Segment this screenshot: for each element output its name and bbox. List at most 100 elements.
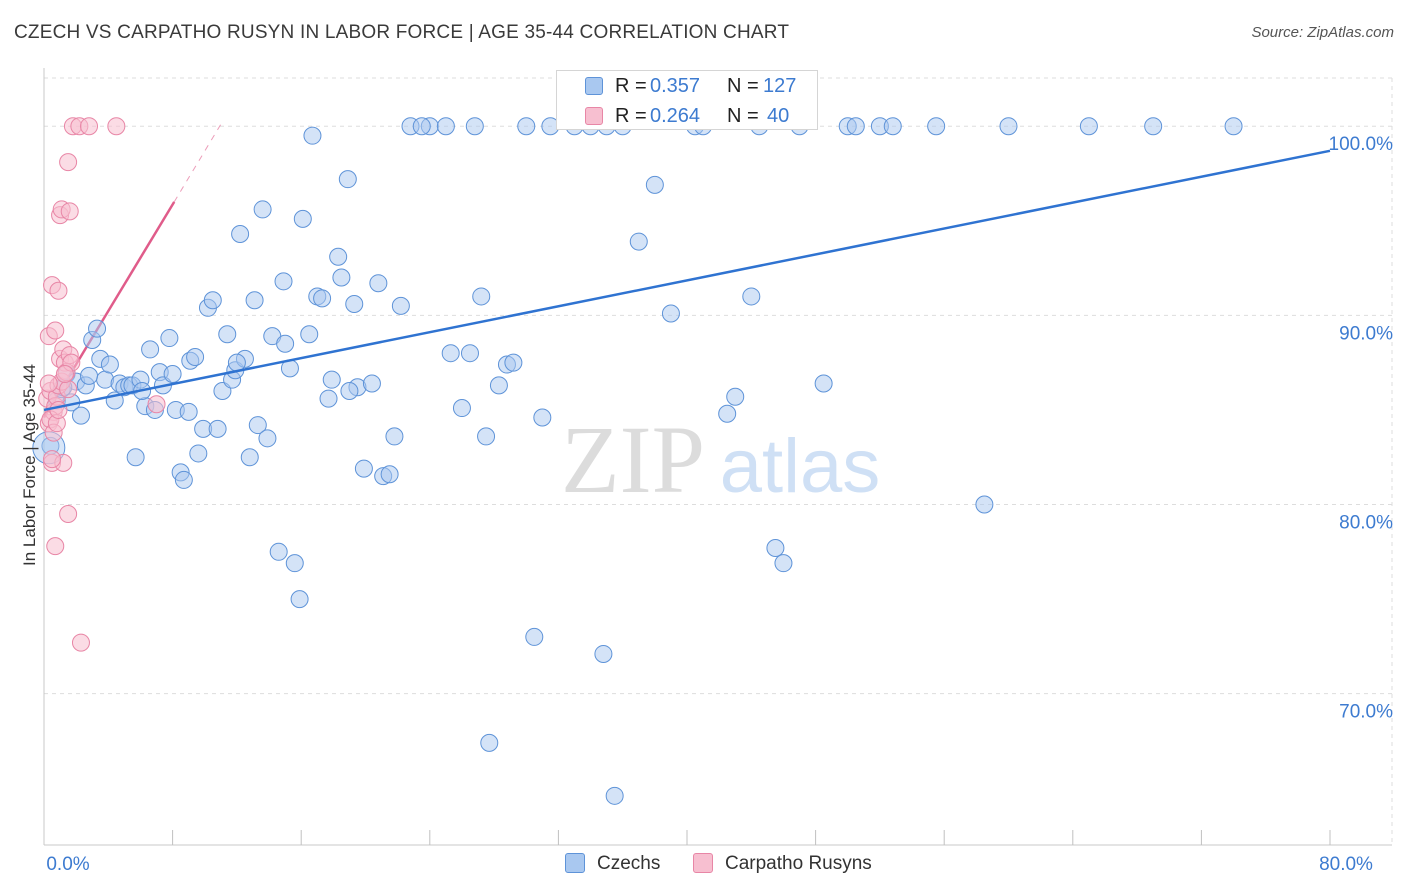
rusyn-point <box>107 117 126 136</box>
czech-point <box>362 374 381 393</box>
czech-legend-swatch <box>565 853 585 873</box>
czech-point <box>629 232 648 251</box>
watermark-atlas: atlas <box>720 424 881 509</box>
czech-point <box>380 465 399 484</box>
czech-point <box>248 416 267 435</box>
czech-point <box>477 427 496 446</box>
chart-source: Source: ZipAtlas.com <box>1251 24 1394 41</box>
czech-point <box>100 355 119 374</box>
y-axis-title: In Labor Force | Age 35-44 <box>20 364 39 566</box>
czech-point <box>605 786 624 805</box>
czech-point <box>766 539 785 558</box>
czech-point <box>504 353 523 372</box>
r-label: R = <box>615 105 647 127</box>
czech-point <box>718 404 737 423</box>
y-tick-label: 90.0% <box>1339 323 1393 344</box>
czech-point <box>594 644 613 663</box>
czech-point <box>489 376 508 395</box>
r-label: R = <box>615 75 647 97</box>
czech-legend-label: Czechs <box>597 853 661 874</box>
czech-point <box>329 247 348 266</box>
rusyn-point <box>71 633 90 652</box>
rusyn-trend-extension <box>173 124 222 203</box>
czech-point <box>975 495 994 514</box>
czech-point <box>179 402 198 421</box>
rusyn-point <box>55 365 74 383</box>
stats-legend-row-czechs: R = 0.357 N = 127 <box>557 71 819 101</box>
czech-point <box>1079 117 1098 136</box>
czech-point <box>160 329 179 348</box>
czech-point <box>472 287 491 306</box>
czech-point <box>269 542 288 561</box>
czech-point <box>303 126 322 145</box>
rusyn-point <box>46 537 65 556</box>
czech-point <box>465 117 484 136</box>
rusyn-point <box>43 450 62 469</box>
rusyn-legend-swatch <box>693 853 713 873</box>
czech-point <box>412 117 431 136</box>
czech-point <box>240 448 259 467</box>
rusyn-point <box>59 153 78 172</box>
rusyn-point <box>60 202 79 221</box>
czech-point <box>338 170 357 189</box>
rusyn-point <box>49 400 68 419</box>
czech-trend-layer <box>43 149 1331 412</box>
czech-trend-line <box>43 149 1331 412</box>
rusyn-legend-label: Carpatho Rusyns <box>725 853 872 874</box>
czech-point <box>774 554 793 573</box>
tick-label-layer: 70.0% 80.0% 90.0% 100.0% 0.0% 80.0% <box>46 134 1393 875</box>
czech-point <box>369 274 388 293</box>
czech-point <box>1144 117 1163 136</box>
czech-point <box>258 429 277 448</box>
czech-point <box>126 448 145 467</box>
watermark-zip: ZIP <box>561 406 705 513</box>
czech-point <box>742 287 761 306</box>
czech-point <box>846 117 865 136</box>
rusyn-point <box>80 117 99 136</box>
czech-point <box>285 554 304 573</box>
czech-point <box>345 295 364 314</box>
czech-point <box>661 304 680 323</box>
czech-point <box>340 382 359 401</box>
czech-point <box>218 325 237 344</box>
czech-point <box>290 590 309 609</box>
rusyn-swatch <box>585 107 603 125</box>
rusyn-point <box>147 395 166 414</box>
czech-point <box>645 175 664 194</box>
rusyn-point <box>59 380 78 399</box>
czech-point <box>203 291 222 310</box>
czech-point <box>814 374 833 393</box>
czech-point <box>332 268 351 287</box>
r-value: 0.264 <box>650 105 701 127</box>
czech-point <box>274 272 293 291</box>
czech-point <box>460 344 479 363</box>
czech-point <box>163 365 182 383</box>
rusyn-point <box>49 281 68 300</box>
rusyn-point <box>39 374 58 393</box>
y-tick-label: 100.0% <box>1329 134 1394 155</box>
czech-point <box>999 117 1018 136</box>
chart-title: CZECH VS CARPATHO RUSYN IN LABOR FORCE |… <box>14 22 790 43</box>
x-tick-label: 0.0% <box>46 854 89 875</box>
czech-point <box>1224 117 1243 136</box>
czech-swatch <box>585 77 603 95</box>
x-tick-label: 80.0% <box>1319 854 1373 875</box>
czech-point <box>525 627 544 646</box>
czech-point <box>927 117 946 136</box>
r-value: 0.357 <box>650 75 701 97</box>
czech-point <box>391 296 410 315</box>
stats-legend-row-rusyns: R = 0.264 N = 40 <box>557 101 819 131</box>
czech-point <box>141 340 160 359</box>
czech-point <box>186 347 205 366</box>
n-value: 127 <box>763 75 797 97</box>
czech-point <box>88 319 107 338</box>
czech-point <box>174 470 193 489</box>
stats-legend: R = 0.357 N = 127 R = 0.264 N = 40 <box>556 70 818 130</box>
czech-point <box>189 444 208 463</box>
n-value: 40 <box>767 105 790 127</box>
czech-point <box>436 117 455 136</box>
czech-point <box>533 408 552 427</box>
czech-point <box>385 427 404 446</box>
czech-point <box>883 117 902 136</box>
czech-point <box>80 366 99 385</box>
